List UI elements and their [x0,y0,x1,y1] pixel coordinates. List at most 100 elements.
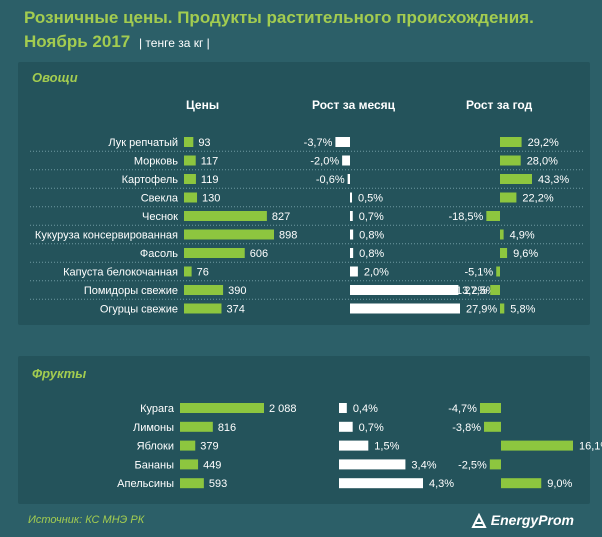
month-growth-label-огурцы-свежие: 27,9% [466,304,497,316]
year-growth-label-помидоры-свежие: -13,2% [452,285,487,297]
vegetables-section-title: Овощи [32,70,78,85]
year-growth-bar-капуста-белокочанная [496,266,500,277]
year-growth-bar-бананы [489,459,501,470]
year-growth-bar-картофель [500,174,532,184]
month-growth-bar-апельсины [339,478,423,489]
price-bar-огурцы-свежие [184,303,222,314]
price-bar-апельсины [180,478,204,489]
price-label-кукуруза-консервированная: 898 [279,230,297,242]
price-bar-лук-репчатый [184,137,194,147]
month-growth-bar-огурцы-свежие [350,303,460,314]
category-label-картофель: Картофель [122,174,179,186]
month-growth-bar-картофель [347,174,350,184]
price-bar-картофель [184,174,196,184]
month-growth-bar-кукуруза-консервированная [350,229,354,240]
category-label-яблоки: Яблоки [137,441,174,453]
price-bar-чеснок [184,211,267,221]
year-growth-label-капуста-белокочанная: -5,1% [464,267,493,279]
month-growth-bar-бананы [339,459,406,470]
month-growth-bar-фасоль [350,248,354,258]
price-bar-капуста-белокочанная [184,266,192,277]
price-bar-бананы [180,459,199,470]
price-label-помидоры-свежие: 390 [228,285,246,297]
column-header-month: Рост за месяц [312,98,396,112]
year-growth-label-лимоны: -3,8% [452,422,481,434]
month-growth-label-лук-репчатый: -3,7% [304,137,333,149]
year-growth-bar-морковь [500,155,521,166]
column-header-year: Рост за год [466,98,533,112]
price-bar-свекла [184,192,198,203]
year-growth-bar-фасоль [500,248,508,258]
category-label-морковь: Морковь [134,156,178,168]
year-growth-label-бананы: -2,5% [458,459,487,471]
year-growth-label-чеснок: -18,5% [448,211,483,223]
month-growth-label-картофель: -0,6% [316,174,345,186]
brand-logo: EnergyProm [471,512,574,529]
month-growth-label-курага: 0,4% [353,403,378,415]
year-growth-bar-яблоки [501,440,573,451]
category-label-огурцы-свежие: Огурцы свежие [100,304,178,316]
year-growth-bar-кукуруза-консервированная [500,229,504,240]
year-growth-label-фасоль: 9,6% [513,248,538,260]
month-growth-label-помидоры-свежие: 27,5% [464,285,495,297]
category-label-курага: Курага [140,403,175,415]
price-label-лимоны: 816 [218,422,236,434]
title-text: Розничные цены. Продукты растительного п… [24,8,534,51]
month-growth-bar-яблоки [339,440,369,451]
price-label-капуста-белокочанная: 76 [197,267,209,279]
month-growth-label-яблоки: 1,5% [374,441,399,453]
month-growth-label-апельсины: 4,3% [429,478,454,490]
fruits-section-title: Фрукты [32,366,87,381]
unit-label: | тенге за кг | [138,36,210,50]
energyprom-logo-icon [471,513,487,529]
year-growth-label-морковь: 28,0% [527,156,558,168]
month-growth-label-капуста-белокочанная: 2,0% [364,267,389,279]
price-label-свекла: 130 [202,193,220,205]
year-growth-label-лук-репчатый: 29,2% [528,137,559,149]
year-growth-label-картофель: 43,3% [538,174,569,186]
category-label-чеснок: Чеснок [142,211,178,223]
month-growth-bar-чеснок [350,211,353,221]
month-growth-label-свекла: 0,5% [358,193,383,205]
month-growth-bar-лимоны [339,421,353,432]
month-growth-label-бананы: 3,4% [411,459,436,471]
price-label-лук-репчатый: 93 [198,137,210,149]
month-growth-bar-лук-репчатый [335,137,350,147]
price-label-фасоль: 606 [250,248,268,260]
category-label-помидоры-свежие: Помидоры свежие [84,285,178,297]
year-growth-label-свекла: 22,2% [522,193,553,205]
year-growth-bar-огурцы-свежие [500,303,505,314]
price-label-огурцы-свежие: 374 [226,304,244,316]
logo-text: EnergyProm [490,512,574,528]
price-label-картофель: 119 [201,174,219,186]
year-growth-bar-апельсины [501,478,542,489]
price-bar-помидоры-свежие [184,285,224,295]
price-label-апельсины: 593 [209,478,227,490]
category-label-капуста-белокочанная: Капуста белокочанная [63,267,178,279]
year-growth-label-курага: -4,7% [448,403,477,415]
month-growth-bar-курага [339,403,347,413]
category-label-лимоны: Лимоны [133,422,174,434]
category-label-апельсины: Апельсины [117,478,174,490]
price-bar-лимоны [180,421,213,432]
chart-title: Розничные цены. Продукты растительного п… [24,6,584,55]
source-note: Источник: КС МНЭ РК [28,514,145,526]
category-label-кукуруза-консервированная: Кукуруза консервированная [35,230,178,242]
price-bar-кукуруза-консервированная [184,229,274,240]
month-growth-bar-свекла [350,192,352,203]
month-growth-label-морковь: -2,0% [310,156,339,168]
year-growth-bar-лимоны [484,421,501,432]
month-growth-label-кукуруза-консервированная: 0,8% [359,230,384,242]
month-growth-bar-помидоры-свежие [350,285,459,295]
category-label-бананы: Бананы [134,459,174,471]
year-growth-label-кукуруза-консервированная: 4,9% [510,230,535,242]
category-label-свекла: Свекла [141,193,179,205]
price-label-чеснок: 827 [272,211,290,223]
price-bar-морковь [184,155,196,166]
month-growth-bar-капуста-белокочанная [350,266,358,277]
month-growth-label-лимоны: 0,7% [359,422,384,434]
price-label-курага: 2 088 [269,403,297,415]
price-bar-курага [180,403,264,413]
month-growth-bar-морковь [342,155,350,166]
month-growth-label-чеснок: 0,7% [359,211,384,223]
